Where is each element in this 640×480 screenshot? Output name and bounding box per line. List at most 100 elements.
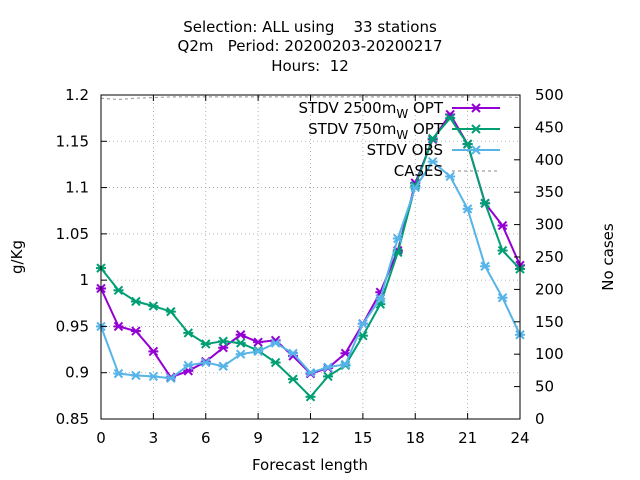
- legend-item: STDV OBS: [367, 141, 500, 159]
- y2-tick-label: 200: [535, 280, 564, 298]
- data-point: [480, 261, 491, 271]
- legend-marker: [471, 124, 481, 134]
- data-point: [322, 362, 333, 372]
- title-line-2: Q2m Period: 20200203-20200217: [178, 37, 443, 55]
- data-point: [305, 392, 316, 402]
- data-point: [148, 371, 159, 382]
- title-line-1: Selection: ALL using 33 stations: [183, 18, 437, 36]
- legend-label: STDV 2500mW OPT: [299, 99, 444, 121]
- data-point: [148, 346, 159, 357]
- data-point: [235, 349, 246, 359]
- data-point: [130, 370, 141, 381]
- data-point: [113, 368, 124, 379]
- data-point: [253, 346, 264, 357]
- y-tick-labels: 0.85 0.9 0.95 1 1.05 1.1 1.15 1.2: [56, 86, 89, 428]
- y2-tick-label: 50: [535, 378, 554, 396]
- y2-tick-label: 250: [535, 248, 564, 266]
- data-point: [165, 373, 176, 383]
- x-tick-label: 3: [149, 429, 159, 447]
- legend-marker: [471, 103, 481, 113]
- data-point: [270, 357, 281, 368]
- data-point: [270, 338, 281, 348]
- y2-tick-label: 100: [535, 345, 564, 363]
- y2-tick-label: 400: [535, 151, 564, 169]
- x-tick-label: 12: [301, 429, 320, 447]
- data-point: [497, 245, 508, 256]
- data-point: [322, 371, 333, 382]
- y-tick-label: 1.15: [56, 132, 89, 150]
- y2-tick-label: 350: [535, 183, 564, 201]
- data-point: [445, 113, 456, 123]
- series-2: [96, 113, 525, 402]
- data-point: [288, 374, 299, 384]
- data-point: [497, 293, 508, 303]
- legend-marker: [471, 145, 481, 155]
- series-line: [100, 112, 521, 379]
- data-point: [445, 171, 456, 182]
- data-point: [392, 233, 403, 244]
- legend-label: STDV OBS: [367, 141, 443, 159]
- y2-axis-label: No cases: [599, 223, 617, 291]
- data-point: [357, 318, 368, 329]
- series-line: [100, 96, 521, 101]
- data-point: [340, 359, 351, 370]
- grid: [101, 95, 520, 419]
- y2-tick-labels: 0 50 100 150 200 250 300 350 400 450 500: [535, 86, 564, 428]
- y-tick-label: 1.1: [65, 179, 89, 197]
- data-point: [375, 293, 386, 304]
- series-layer: [96, 96, 525, 402]
- data-point: [497, 220, 508, 231]
- x-tick-labels: 0 3 6 9 12 15 18 21 24: [96, 429, 529, 447]
- data-point: [480, 198, 491, 209]
- y-tick-label: 0.9: [65, 364, 89, 382]
- y2-tick-label: 150: [535, 313, 564, 331]
- data-point: [357, 330, 368, 341]
- y-tick-label: 0.85: [56, 410, 89, 428]
- x-tick-label: 24: [510, 429, 529, 447]
- data-point: [113, 285, 124, 296]
- y2-tick-label: 500: [535, 86, 564, 104]
- x-tick-label: 0: [96, 429, 106, 447]
- legend-item: STDV 2500mW OPT: [299, 99, 500, 121]
- data-point: [235, 330, 246, 340]
- legend-item: STDV 750mW OPT: [308, 120, 500, 142]
- data-point: [165, 306, 176, 317]
- series-line: [100, 160, 521, 380]
- data-point: [218, 361, 229, 371]
- data-point: [218, 336, 229, 346]
- y-tick-label: 1.05: [56, 225, 89, 243]
- y2-tick-label: 450: [535, 118, 564, 136]
- data-point: [200, 357, 211, 368]
- data-point: [253, 337, 264, 347]
- data-point: [130, 326, 141, 336]
- data-point: [410, 182, 421, 193]
- y2-tick-label: 300: [535, 216, 564, 234]
- y-tick-label: 1: [79, 271, 89, 289]
- legend-item: CASES: [394, 162, 500, 180]
- x-tick-label: 6: [201, 429, 211, 447]
- data-point: [130, 296, 141, 307]
- x-axis-label: Forecast length: [252, 456, 368, 474]
- legend-label: CASES: [394, 162, 443, 180]
- data-point: [235, 338, 246, 348]
- legend-label: STDV 750mW OPT: [308, 120, 444, 142]
- data-point: [305, 368, 316, 378]
- y-tick-label: 1.2: [65, 86, 89, 104]
- data-point: [148, 301, 159, 311]
- data-point: [462, 139, 473, 149]
- series-4: [100, 96, 521, 101]
- y2-tick-label: 0: [535, 410, 545, 428]
- chart-title: Selection: ALL using 33 stations Q2m Per…: [178, 18, 443, 75]
- data-point: [427, 156, 438, 167]
- data-point: [427, 133, 438, 144]
- x-tick-label: 15: [353, 429, 372, 447]
- x-tick-label: 21: [458, 429, 477, 447]
- series-3: [96, 156, 525, 383]
- data-point: [200, 339, 211, 349]
- data-point: [183, 328, 194, 338]
- data-point: [462, 204, 473, 214]
- x-tick-label: 18: [406, 429, 425, 447]
- data-point: [113, 321, 124, 332]
- ticks: [100, 94, 521, 420]
